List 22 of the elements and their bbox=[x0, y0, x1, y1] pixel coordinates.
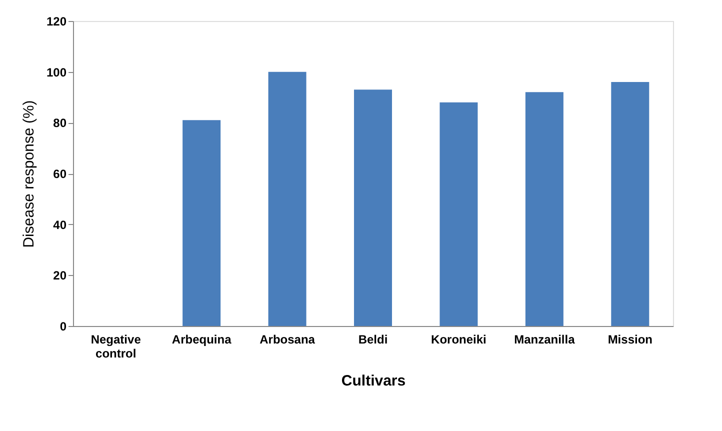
x-tick-label: Negative control bbox=[90, 332, 142, 360]
y-tick-label: 0 bbox=[60, 320, 67, 334]
x-tick-label: Manzanilla bbox=[514, 332, 576, 346]
y-tick-label: 60 bbox=[53, 167, 67, 181]
bar bbox=[525, 92, 564, 326]
bar bbox=[354, 90, 392, 326]
y-tick-label: 120 bbox=[46, 14, 67, 28]
bar bbox=[440, 102, 478, 326]
x-tick-label: Arbequina bbox=[172, 332, 232, 346]
y-tick-label: 40 bbox=[53, 218, 67, 232]
bar bbox=[182, 120, 221, 326]
x-tick-label: Arbosana bbox=[260, 332, 316, 346]
bar bbox=[611, 82, 650, 326]
x-tick-label: Koroneiki bbox=[431, 332, 486, 346]
y-axis-title: Disease response (%) bbox=[20, 100, 38, 248]
y-tick-label: 20 bbox=[53, 268, 67, 283]
x-tick-label: Beldi bbox=[358, 332, 388, 346]
x-axis-title: Cultivars bbox=[341, 372, 406, 390]
y-tick-label: 100 bbox=[46, 65, 67, 80]
y-tick-label: 80 bbox=[53, 116, 67, 130]
x-tick-label: Mission bbox=[608, 332, 652, 346]
bar bbox=[268, 72, 306, 326]
